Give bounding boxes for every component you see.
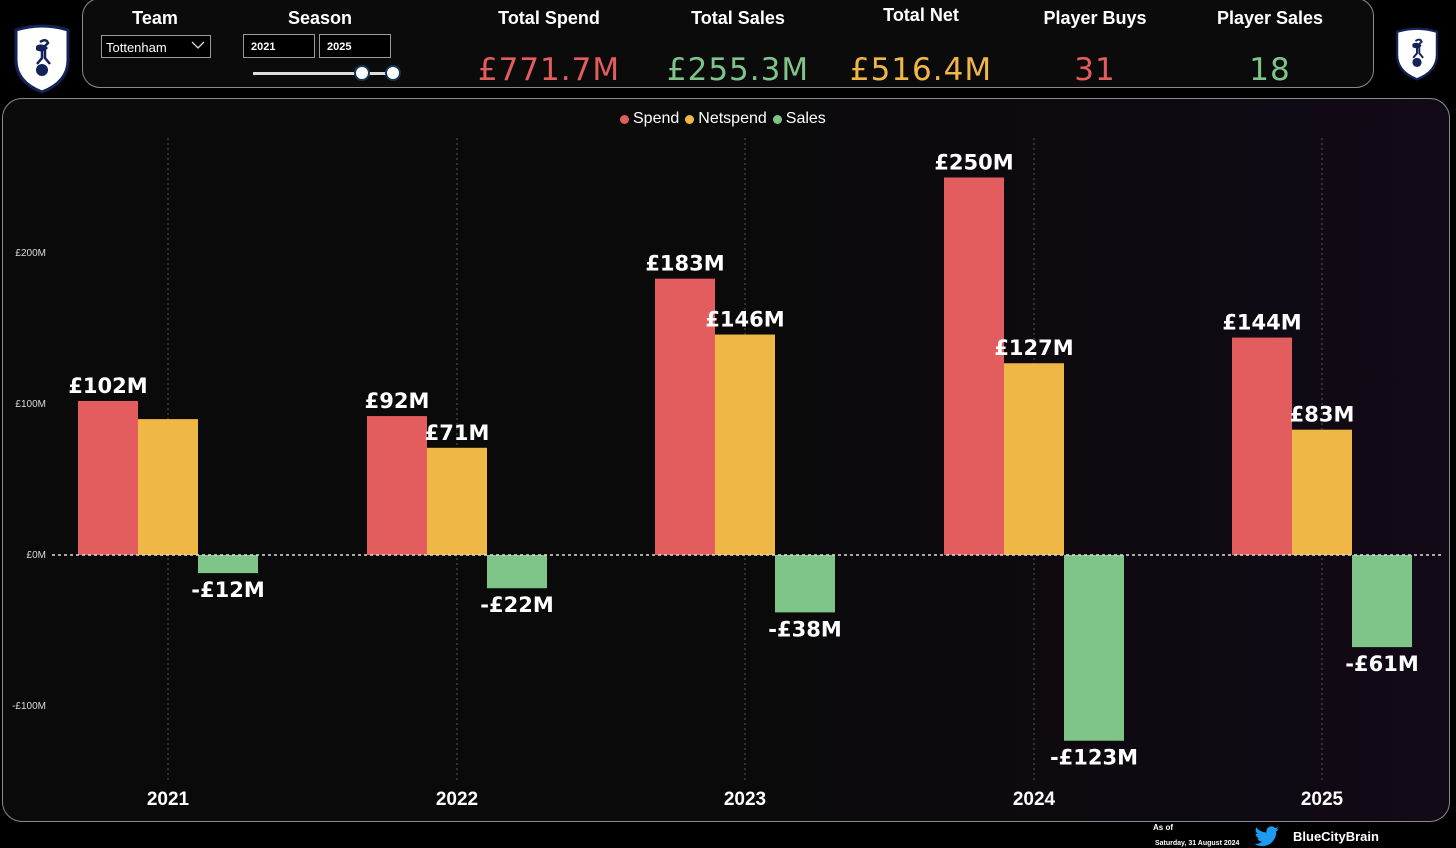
asof-date: Saturday, 31 August 2024 <box>1155 840 1240 847</box>
chart-legend: Spend Netspend Sales <box>620 110 826 128</box>
season-slider-end-handle[interactable] <box>385 65 401 81</box>
legend-dot <box>685 114 695 124</box>
legend-item-netspend[interactable]: Netspend <box>685 110 767 128</box>
team-dropdown-value: Tottenham <box>106 40 167 55</box>
team-dropdown[interactable]: Tottenham <box>101 35 211 58</box>
tottenham-crest-icon <box>1395 27 1439 81</box>
kpi-value: £516.4M <box>849 52 993 88</box>
kpi-value: 18 <box>1249 52 1291 88</box>
legend-label: Sales <box>785 110 826 127</box>
kpi-label: Player Buys <box>1043 8 1147 28</box>
kpi-label: Total Net <box>883 5 959 25</box>
legend-label: Netspend <box>698 110 767 127</box>
kpi-label: Total Sales <box>691 8 785 28</box>
twitter-handle[interactable]: BlueCityBrain <box>1293 829 1379 844</box>
chart-panel <box>2 98 1450 822</box>
season-slicer-title: Season <box>287 8 353 28</box>
legend-item-sales[interactable]: Sales <box>772 110 826 128</box>
season-slider-track[interactable] <box>253 72 393 75</box>
season-end-input[interactable]: 2025 <box>319 34 391 58</box>
kpi-value: 31 <box>1074 52 1116 88</box>
season-slider-start-handle[interactable] <box>354 65 371 81</box>
legend-dot <box>620 114 629 124</box>
chevron-down-icon <box>191 41 205 49</box>
kpi-value: £771.7M <box>477 52 621 88</box>
kpi-label: Total Spend <box>498 8 600 28</box>
kpi-label: Player Sales <box>1216 8 1324 28</box>
kpi-value: £255.3M <box>666 52 810 88</box>
legend-item-spend[interactable]: Spend <box>620 110 679 128</box>
season-start-input[interactable]: 2021 <box>243 34 315 58</box>
tottenham-crest-icon <box>14 24 70 94</box>
twitter-bird-icon[interactable] <box>1254 826 1280 848</box>
legend-dot <box>772 114 782 124</box>
legend-label: Spend <box>633 110 680 127</box>
team-slicer-title: Team <box>132 8 178 28</box>
asof-label: As of <box>1153 823 1173 832</box>
